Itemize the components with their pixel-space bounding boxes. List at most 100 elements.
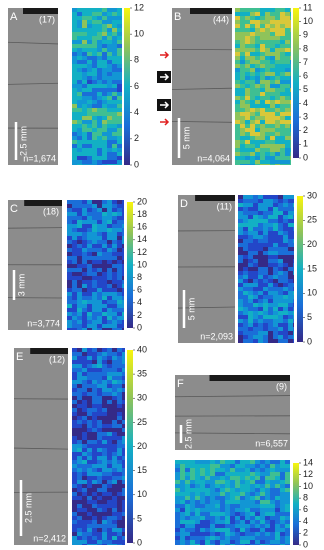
heatmap-cell: [175, 512, 180, 516]
heatmap-cell: [82, 216, 87, 220]
heatmap-cell: [285, 508, 290, 512]
heatmap-cell: [102, 256, 107, 260]
heatmap-cell: [112, 220, 117, 224]
heatmap-cell: [102, 472, 107, 476]
heatmap-cell: [122, 404, 125, 408]
heatmap-cell: [250, 12, 255, 16]
heatmap-cell: [285, 84, 290, 88]
heatmap-cell: [87, 260, 92, 264]
heatmap-cell: [92, 440, 97, 444]
heatmap-cell: [260, 160, 265, 164]
heatmap-cell: [117, 464, 122, 468]
heatmap-cell: [253, 263, 258, 267]
heatmap-cell: [87, 208, 92, 212]
heatmap-cell: [107, 228, 112, 232]
heatmap-cell: [97, 304, 102, 308]
heatmap-cell: [230, 508, 235, 512]
heatmap-cell: [245, 516, 250, 520]
heatmap-cell: [293, 299, 294, 303]
heatmap-cell: [285, 492, 290, 496]
heatmap-cell: [122, 468, 125, 472]
heatmap-cell: [122, 408, 125, 412]
heatmap-cell: [87, 232, 92, 236]
heatmap-cell: [240, 148, 245, 152]
heatmap-cell: [112, 544, 117, 545]
heatmap-cell: [260, 516, 265, 520]
heatmap-cell: [77, 32, 82, 36]
heatmap-cell: [107, 20, 112, 24]
heatmap-cell: [263, 223, 268, 227]
heatmap-cell: [97, 276, 102, 280]
heatmap-cell: [87, 28, 92, 32]
heatmap-cell: [72, 440, 77, 444]
heatmap-cell: [293, 339, 294, 343]
heatmap-cell: [210, 496, 215, 500]
heatmap-cell: [117, 444, 122, 448]
heatmap-cell: [102, 272, 107, 276]
heatmap-cell: [112, 524, 117, 528]
heatmap-cell: [102, 12, 107, 16]
heatmap-cell: [77, 300, 82, 304]
heatmap-cell: [280, 136, 285, 140]
heatmap-cell: [82, 400, 87, 404]
heatmap-cell: [195, 488, 200, 492]
colorbar-tick-label: 12: [134, 2, 144, 12]
heatmap-cell: [195, 480, 200, 484]
heatmap-cell: [220, 500, 225, 504]
heatmap-cell: [180, 528, 185, 532]
heatmap-cell: [72, 236, 77, 240]
heatmap-cell: [102, 384, 107, 388]
heatmap-cell: [82, 520, 87, 524]
heatmap-cell: [275, 516, 280, 520]
heatmap-cell: [77, 388, 82, 392]
heatmap-cell: [263, 315, 268, 319]
heatmap-cell: [273, 235, 278, 239]
heatmap-cell: [117, 72, 122, 76]
heatmap-cell: [200, 536, 205, 540]
heatmap-cell: [122, 268, 124, 272]
heatmap-cell: [253, 203, 258, 207]
heatmap-cell: [245, 140, 250, 144]
heatmap-cell: [235, 76, 240, 80]
heatmap-cell: [235, 88, 240, 92]
black-arrow: [160, 73, 170, 81]
heatmap-cell: [265, 124, 270, 128]
heatmap-cell: [253, 283, 258, 287]
heatmap-cell: [220, 476, 225, 480]
heatmap-cell: [97, 400, 102, 404]
heatmap-cell: [122, 208, 124, 212]
heatmap-cell: [200, 516, 205, 520]
heatmap-cell: [278, 319, 283, 323]
heatmap-cell: [195, 524, 200, 528]
heatmap-cell: [82, 476, 87, 480]
heatmap-cell: [255, 532, 260, 536]
heatmap-cell: [200, 520, 205, 524]
heatmap-cell: [205, 464, 210, 468]
heatmap-cell: [87, 380, 92, 384]
heatmap-cell: [270, 76, 275, 80]
heatmap-cell: [102, 412, 107, 416]
heatmap-cell: [82, 52, 87, 56]
heatmap-cell: [248, 295, 253, 299]
heatmap-cell: [97, 420, 102, 424]
heatmap-cell: [122, 536, 125, 540]
heatmap-cell: [240, 64, 245, 68]
heatmap-cell: [288, 243, 293, 247]
heatmap-cell: [255, 508, 260, 512]
heatmap-cell: [275, 148, 280, 152]
heatmap-cell: [180, 532, 185, 536]
heatmap-cell: [265, 12, 270, 16]
heatmap-cell: [180, 492, 185, 496]
heatmap-cell: [230, 468, 235, 472]
heatmap-cell: [97, 244, 102, 248]
heatmap-cell: [92, 392, 97, 396]
heatmap-cell: [225, 544, 230, 545]
heatmap-cell: [107, 236, 112, 240]
heatmap-cell: [255, 156, 260, 160]
heatmap-cell: [215, 516, 220, 520]
heatmap-cell: [117, 452, 122, 456]
heatmap-cell: [285, 124, 290, 128]
heatmap-cell: [92, 160, 97, 164]
heatmap-cell: [253, 219, 258, 223]
heatmap-cell: [97, 460, 102, 464]
